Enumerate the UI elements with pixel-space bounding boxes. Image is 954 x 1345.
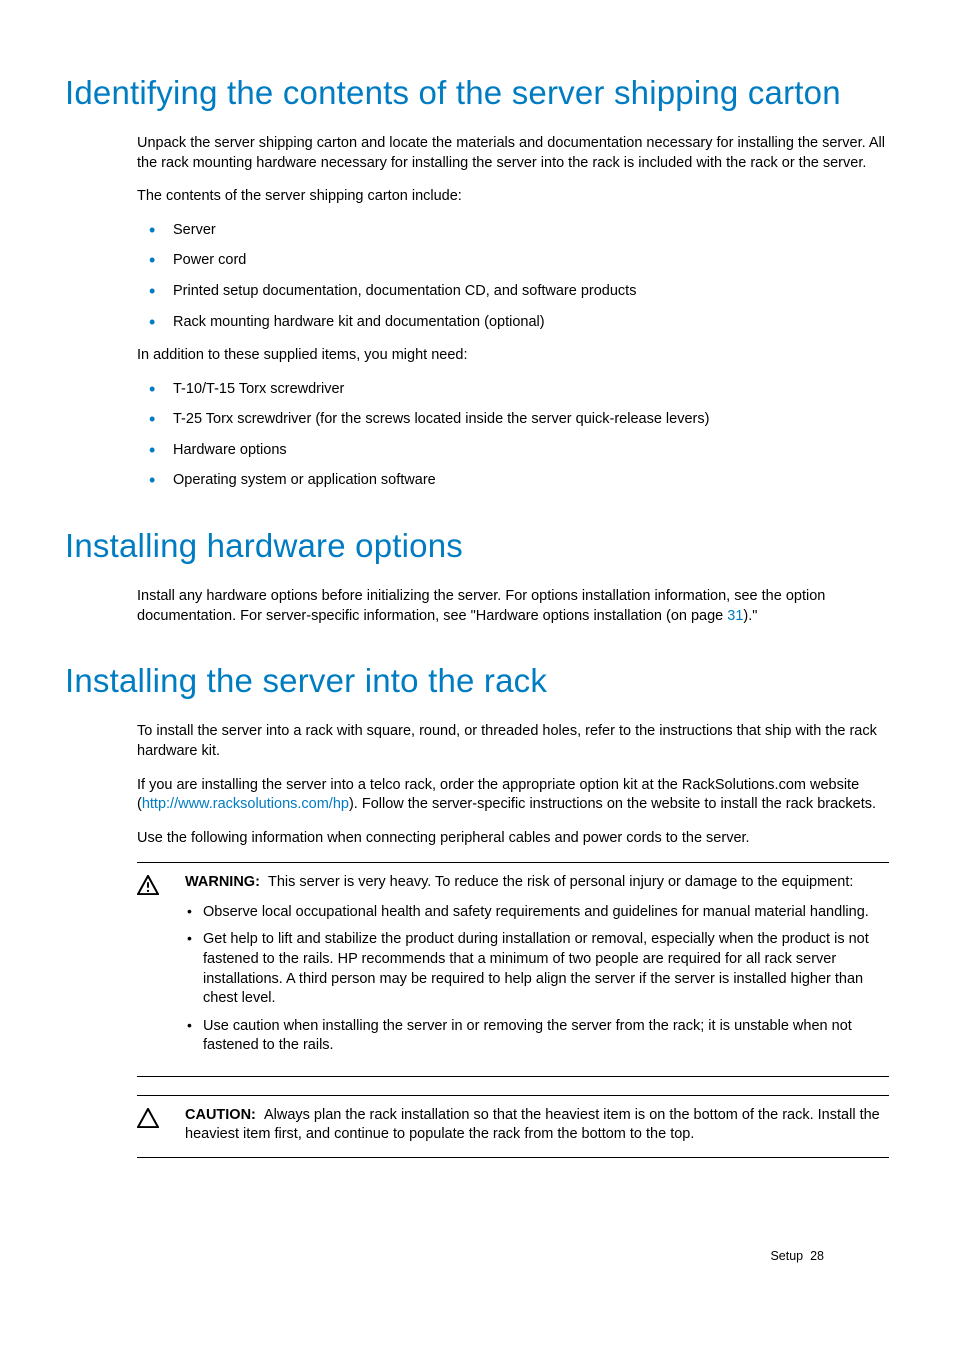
paragraph: If you are installing the server into a … — [137, 776, 889, 815]
list-item: Server — [137, 221, 889, 241]
warning-icon — [137, 873, 185, 895]
list-item: Hardware options — [137, 441, 889, 461]
footer-page-number: 28 — [810, 1249, 824, 1263]
bullet-list: Server Power cord Printed setup document… — [137, 221, 889, 332]
list-item: Observe local occupational health and sa… — [185, 903, 889, 923]
section-body: Install any hardware options before init… — [137, 587, 889, 626]
list-item: T-10/T-15 Torx screwdriver — [137, 380, 889, 400]
page-footer: Setup 28 — [770, 1248, 824, 1266]
section-heading: Installing the server into the rack — [65, 658, 889, 704]
text-run: This server is very heavy. To reduce the… — [268, 874, 853, 890]
list-item: Printed setup documentation, documentati… — [137, 282, 889, 302]
section-heading: Installing hardware options — [65, 523, 889, 569]
list-item: Power cord — [137, 251, 889, 271]
caution-text: CAUTION: Always plan the rack installati… — [185, 1106, 889, 1145]
text-run: )." — [743, 608, 757, 624]
caution-content: CAUTION: Always plan the rack installati… — [185, 1106, 889, 1145]
text-run: ). Follow the server-specific instructio… — [349, 796, 876, 812]
warning-list: Observe local occupational health and sa… — [185, 903, 889, 1056]
list-item: Rack mounting hardware kit and documenta… — [137, 313, 889, 333]
section-body: To install the server into a rack with s… — [137, 722, 889, 848]
footer-section: Setup — [770, 1249, 803, 1263]
external-link[interactable]: http://www.racksolutions.com/hp — [142, 796, 349, 812]
list-item: Use caution when installing the server i… — [185, 1017, 889, 1056]
list-item: Get help to lift and stabilize the produ… — [185, 930, 889, 1008]
text-run: Install any hardware options before init… — [137, 588, 825, 624]
caution-label: CAUTION: — [185, 1107, 256, 1123]
list-item: Operating system or application software — [137, 471, 889, 491]
section-heading: Identifying the contents of the server s… — [65, 70, 889, 116]
paragraph: Use the following information when conne… — [137, 829, 889, 849]
paragraph: In addition to these supplied items, you… — [137, 346, 889, 366]
page-reference-link[interactable]: 31 — [727, 608, 743, 624]
paragraph: Install any hardware options before init… — [137, 587, 889, 626]
paragraph: Unpack the server shipping carton and lo… — [137, 134, 889, 173]
bullet-list: T-10/T-15 Torx screwdriver T-25 Torx scr… — [137, 380, 889, 491]
list-item: T-25 Torx screwdriver (for the screws lo… — [137, 410, 889, 430]
warning-content: WARNING: This server is very heavy. To r… — [185, 873, 889, 1064]
warning-intro: WARNING: This server is very heavy. To r… — [185, 873, 889, 893]
section-body: Unpack the server shipping carton and lo… — [137, 134, 889, 491]
paragraph: To install the server into a rack with s… — [137, 722, 889, 761]
text-run: Always plan the rack installation so tha… — [185, 1107, 880, 1143]
warning-admonition: WARNING: This server is very heavy. To r… — [137, 862, 889, 1077]
paragraph: The contents of the server shipping cart… — [137, 187, 889, 207]
caution-admonition: CAUTION: Always plan the rack installati… — [137, 1095, 889, 1158]
caution-icon — [137, 1106, 185, 1128]
warning-label: WARNING: — [185, 874, 260, 890]
